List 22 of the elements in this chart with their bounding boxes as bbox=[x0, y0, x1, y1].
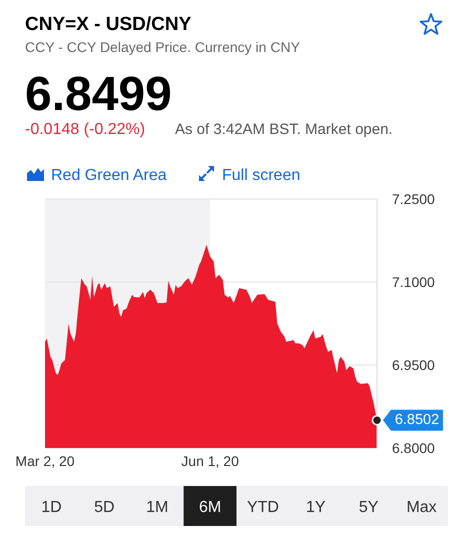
y-tick-label: 6.8000 bbox=[392, 440, 436, 456]
text: 5D bbox=[94, 499, 115, 516]
text: Max bbox=[406, 499, 437, 516]
x-tick-label: Mar 2, 20 bbox=[15, 453, 75, 469]
chart-subtitle: CCY - CCY Delayed Price. Currency in CNY bbox=[25, 39, 301, 55]
text: YTD bbox=[246, 499, 279, 516]
y-tick-label: 7.2500 bbox=[392, 191, 436, 207]
text: 5Y bbox=[358, 499, 379, 516]
y-tick-label: 7.1000 bbox=[392, 274, 436, 290]
text: 6M bbox=[198, 499, 222, 516]
text: 6.8499 bbox=[25, 68, 172, 121]
text: -0.0148 (-0.22%) bbox=[25, 121, 146, 138]
text: Red Green Area bbox=[51, 167, 167, 184]
text: 1Y bbox=[306, 499, 326, 516]
chart-title: CNY=X - USD/CNY bbox=[25, 14, 192, 35]
text: 1M bbox=[146, 499, 168, 516]
text: 1D bbox=[41, 499, 62, 516]
annotation: 6.8502 bbox=[394, 412, 440, 428]
x-tick-label: Jun 1, 20 bbox=[181, 453, 240, 469]
y-tick-label: 6.9500 bbox=[392, 357, 436, 373]
text: Full screen bbox=[222, 167, 300, 184]
text: As of 3:42AM BST. Market open. bbox=[175, 121, 393, 138]
